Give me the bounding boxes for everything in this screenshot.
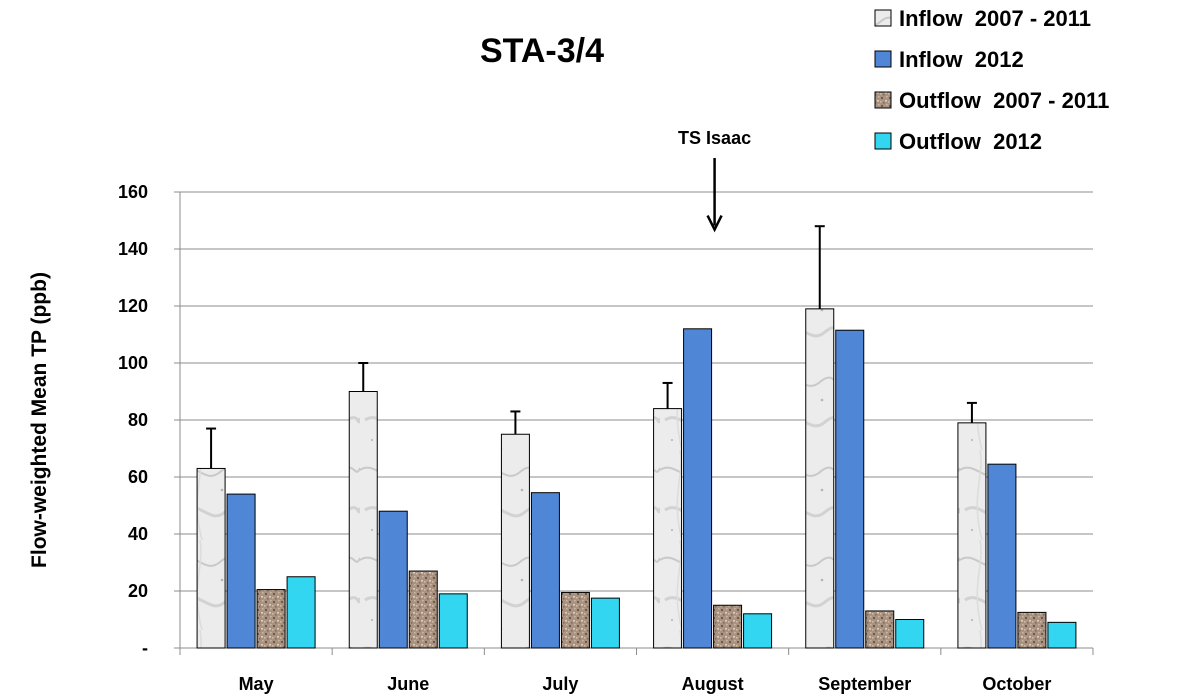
y-tick-label: 160 — [118, 182, 148, 202]
annotation-text: TS Isaac — [678, 128, 751, 148]
bars — [196, 308, 1077, 649]
legend-label: Outflow 2012 — [899, 129, 1042, 154]
bar — [957, 422, 987, 649]
bar — [438, 593, 468, 649]
y-tick-label: 140 — [118, 239, 148, 259]
y-tick-label: 20 — [128, 581, 148, 601]
y-tick-label: - — [142, 638, 148, 658]
x-tick-label: September — [818, 674, 911, 694]
bar — [683, 328, 713, 649]
legend-swatch — [874, 91, 892, 109]
chart-title: STA-3/4 — [480, 32, 604, 70]
bar — [530, 492, 560, 649]
bar — [408, 570, 438, 649]
legend-swatch — [874, 132, 892, 150]
bar — [196, 467, 226, 649]
bar — [713, 604, 743, 649]
legend-label: Outflow 2007 - 2011 — [899, 88, 1109, 113]
bar — [378, 510, 408, 649]
gridlines — [174, 191, 1093, 649]
y-tick-label: 120 — [118, 296, 148, 316]
bar — [743, 613, 773, 649]
bar — [653, 408, 683, 649]
y-axis-label: Flow-weighted Mean TP (ppb) — [28, 272, 51, 568]
x-tick-label: October — [982, 674, 1051, 694]
legend-label: Inflow 2012 — [899, 47, 1024, 72]
bar — [1047, 621, 1077, 649]
bar — [226, 493, 256, 649]
bar — [895, 619, 925, 649]
legend-swatch — [874, 50, 892, 68]
error-bars — [206, 225, 977, 469]
bar — [348, 391, 378, 649]
bar — [865, 610, 895, 649]
bar — [1017, 611, 1047, 649]
y-tick-label: 80 — [128, 410, 148, 430]
bar — [987, 463, 1017, 649]
legend: Inflow 2007 - 2011 Inflow 2012 Outflow 200… — [874, 6, 1109, 154]
bar — [835, 329, 865, 649]
bar — [500, 433, 530, 649]
x-tick-label: June — [387, 674, 429, 694]
x-tick-label: May — [239, 674, 274, 694]
x-tick-label: July — [542, 674, 578, 694]
y-tick-label: 40 — [128, 524, 148, 544]
annotation-arrowhead — [706, 215, 723, 233]
bar — [256, 589, 286, 649]
y-tick-label: 100 — [118, 353, 148, 373]
legend-swatch — [874, 9, 892, 27]
bar — [286, 576, 316, 649]
legend-label: Inflow 2007 - 2011 — [899, 6, 1091, 31]
bar — [805, 308, 835, 649]
y-tick-label: 60 — [128, 467, 148, 487]
bar — [590, 597, 620, 649]
x-tick-label: August — [682, 674, 744, 694]
bar — [560, 591, 590, 649]
